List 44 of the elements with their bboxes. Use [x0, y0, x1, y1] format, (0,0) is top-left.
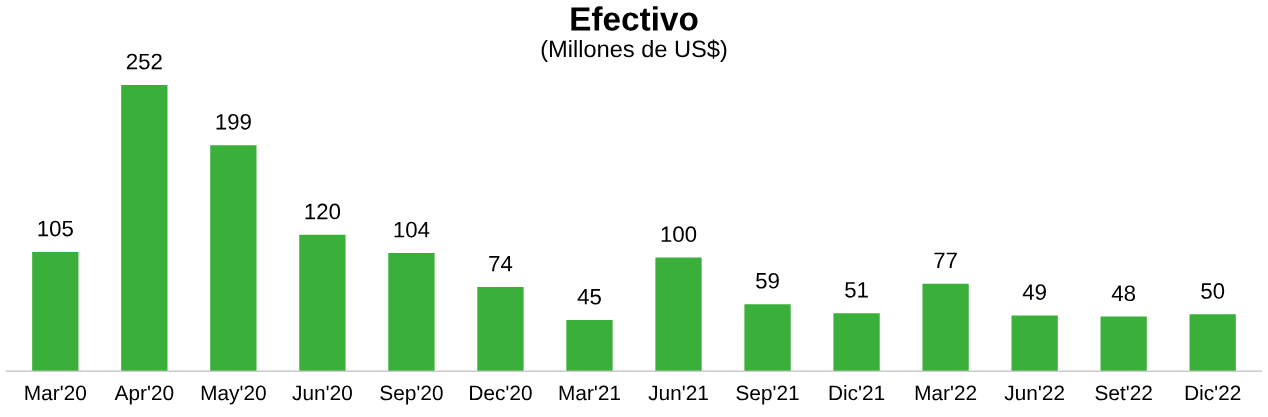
- data-label: 104: [394, 221, 430, 238]
- bar: [744, 304, 791, 372]
- bar: [1100, 316, 1147, 372]
- x-tick-label: May'20: [201, 385, 266, 405]
- bar: [388, 253, 435, 372]
- chart-subtitle: (Millones de US$): [541, 39, 727, 62]
- bar: [566, 320, 613, 372]
- bar: [1011, 315, 1058, 372]
- data-label: 77: [934, 252, 957, 268]
- x-tick-label: Sep'21: [736, 385, 799, 405]
- data-label: 49: [1022, 284, 1046, 300]
- bar: [210, 145, 257, 372]
- x-tick-label: Apr'20: [114, 385, 174, 405]
- x-tick-label: Dic'22: [1185, 385, 1241, 401]
- data-label: 50: [1201, 283, 1225, 299]
- x-tick-label: Mar'22: [915, 385, 977, 401]
- data-label: 252: [126, 53, 162, 70]
- x-tick-label: Mar'20: [25, 385, 87, 401]
- x-tick-label: Sep'20: [380, 385, 443, 405]
- data-label: 100: [661, 226, 697, 243]
- data-label: 45: [577, 289, 601, 305]
- bar: [32, 251, 79, 372]
- data-label: 48: [1111, 285, 1136, 302]
- x-tick-label: Jun'21: [648, 385, 708, 401]
- bar: [833, 313, 880, 372]
- chart-title: Efectivo: [571, 6, 698, 31]
- bar: [299, 234, 346, 372]
- data-label: 74: [489, 256, 513, 272]
- bar: [655, 257, 702, 372]
- data-label: 59: [756, 272, 779, 289]
- data-label: 199: [216, 113, 251, 130]
- data-label: 105: [38, 220, 73, 237]
- bar: [922, 283, 969, 372]
- bar: [1189, 314, 1236, 372]
- x-tick-label: Set'22: [1095, 385, 1152, 401]
- x-tick-label: Mar'21: [559, 385, 620, 401]
- x-tick-label: Dic'21: [829, 385, 885, 401]
- x-tick-label: Dec'20: [470, 385, 532, 401]
- bar: [121, 84, 168, 372]
- x-tick-label: Jun'22: [1004, 385, 1064, 401]
- x-tick-label: Jun'20: [292, 385, 352, 401]
- bar: [477, 287, 524, 372]
- data-label: 51: [845, 282, 868, 298]
- data-label: 120: [305, 203, 341, 220]
